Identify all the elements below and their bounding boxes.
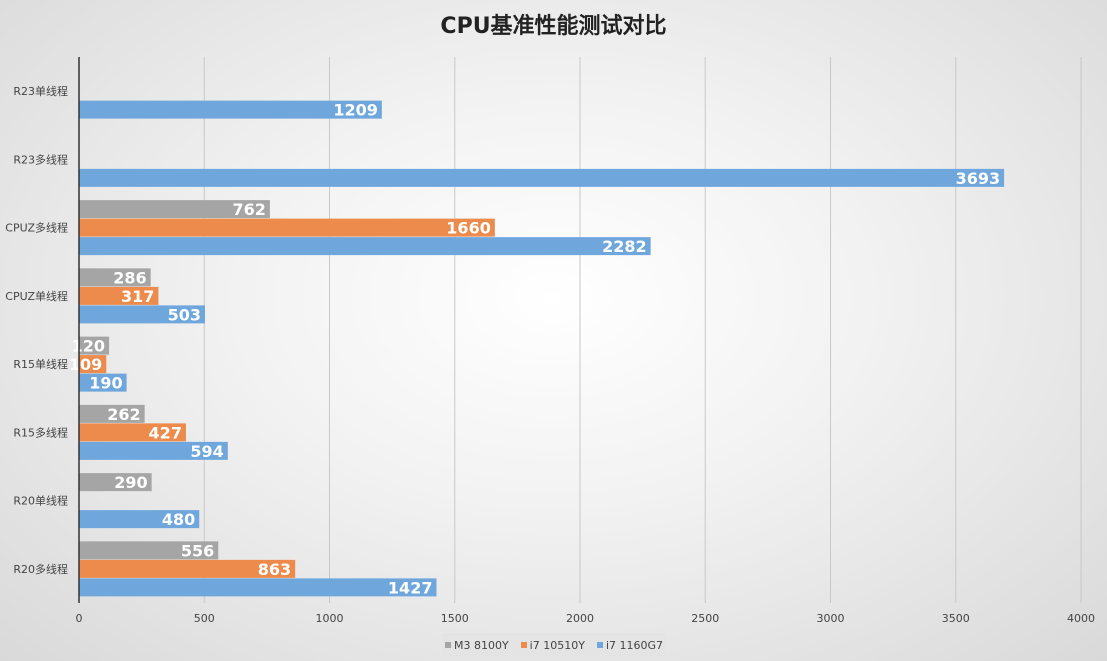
- bar: [79, 559, 296, 578]
- x-tick-label: 2500: [691, 612, 719, 625]
- data-label: 594: [190, 442, 223, 461]
- bar: [79, 286, 159, 305]
- data-label: 120: [72, 337, 105, 356]
- bar: [79, 336, 110, 355]
- bar: [79, 441, 228, 460]
- x-tick-label: 4000: [1067, 612, 1095, 625]
- bar: [79, 237, 651, 256]
- y-tick-label: CPUZ单线程: [5, 289, 68, 303]
- legend-swatch: [444, 642, 451, 648]
- y-tick-label: CPUZ多线程: [5, 221, 68, 235]
- bar: [79, 541, 219, 560]
- bar: [79, 373, 127, 392]
- data-label: 109: [69, 355, 102, 374]
- legend-swatch: [520, 642, 527, 648]
- x-tick-label: 2000: [566, 612, 594, 625]
- legend-item: M3 8100Y: [444, 638, 509, 652]
- chart-title: CPU基准性能测试对比: [440, 14, 667, 39]
- bar: [79, 168, 1005, 187]
- y-tick-label: R23单线程: [13, 84, 68, 98]
- bar: [79, 510, 200, 529]
- legend-label: i7 10510Y: [529, 638, 585, 652]
- bar: [79, 423, 186, 442]
- legend-label: i7 1160G7: [605, 638, 664, 652]
- legend-swatch: [596, 642, 603, 648]
- y-tick-label: R23多线程: [13, 152, 68, 166]
- data-label: 190: [89, 374, 122, 393]
- data-label: 317: [121, 287, 154, 306]
- bar: [79, 404, 145, 423]
- x-tick-label: 1500: [441, 612, 469, 625]
- data-label: 762: [232, 200, 265, 219]
- x-tick-label: 3500: [942, 612, 970, 625]
- data-label: 863: [258, 560, 291, 579]
- y-tick-label: R15多线程: [13, 425, 68, 439]
- bar: [79, 100, 382, 119]
- x-tick-label: 500: [194, 612, 215, 625]
- data-label: 290: [114, 473, 147, 492]
- bar: [79, 305, 206, 324]
- data-label: 3693: [956, 169, 1001, 188]
- y-tick-label: R15单线程: [13, 357, 68, 371]
- bar: [79, 268, 151, 287]
- data-label: 503: [168, 305, 201, 324]
- bar: [79, 578, 437, 597]
- x-tick-label: 1000: [316, 612, 344, 625]
- bar: [79, 355, 107, 374]
- bar: [79, 200, 270, 219]
- y-tick-label: R20多线程: [13, 562, 68, 576]
- data-label: 556: [181, 541, 214, 560]
- data-label: 2282: [602, 237, 647, 256]
- data-label: 1660: [446, 219, 491, 238]
- data-label: 262: [107, 405, 140, 424]
- data-label: 427: [149, 423, 182, 442]
- data-label: 480: [162, 510, 195, 529]
- legend: M3 8100Y i7 10510Y i7 1160G7: [443, 633, 665, 657]
- bar: [79, 473, 152, 492]
- legend-item: i7 10510Y: [520, 638, 585, 652]
- data-label: 1209: [333, 101, 378, 120]
- legend-label: M3 8100Y: [453, 638, 509, 652]
- legend-item: i7 1160G7: [596, 638, 664, 652]
- y-tick-label: R20单线程: [13, 494, 68, 508]
- data-label: 286: [113, 268, 146, 287]
- x-tick-label: 3000: [817, 612, 845, 625]
- x-tick-label: 0: [76, 612, 83, 625]
- data-label: 1427: [388, 578, 433, 597]
- bar: [79, 218, 495, 237]
